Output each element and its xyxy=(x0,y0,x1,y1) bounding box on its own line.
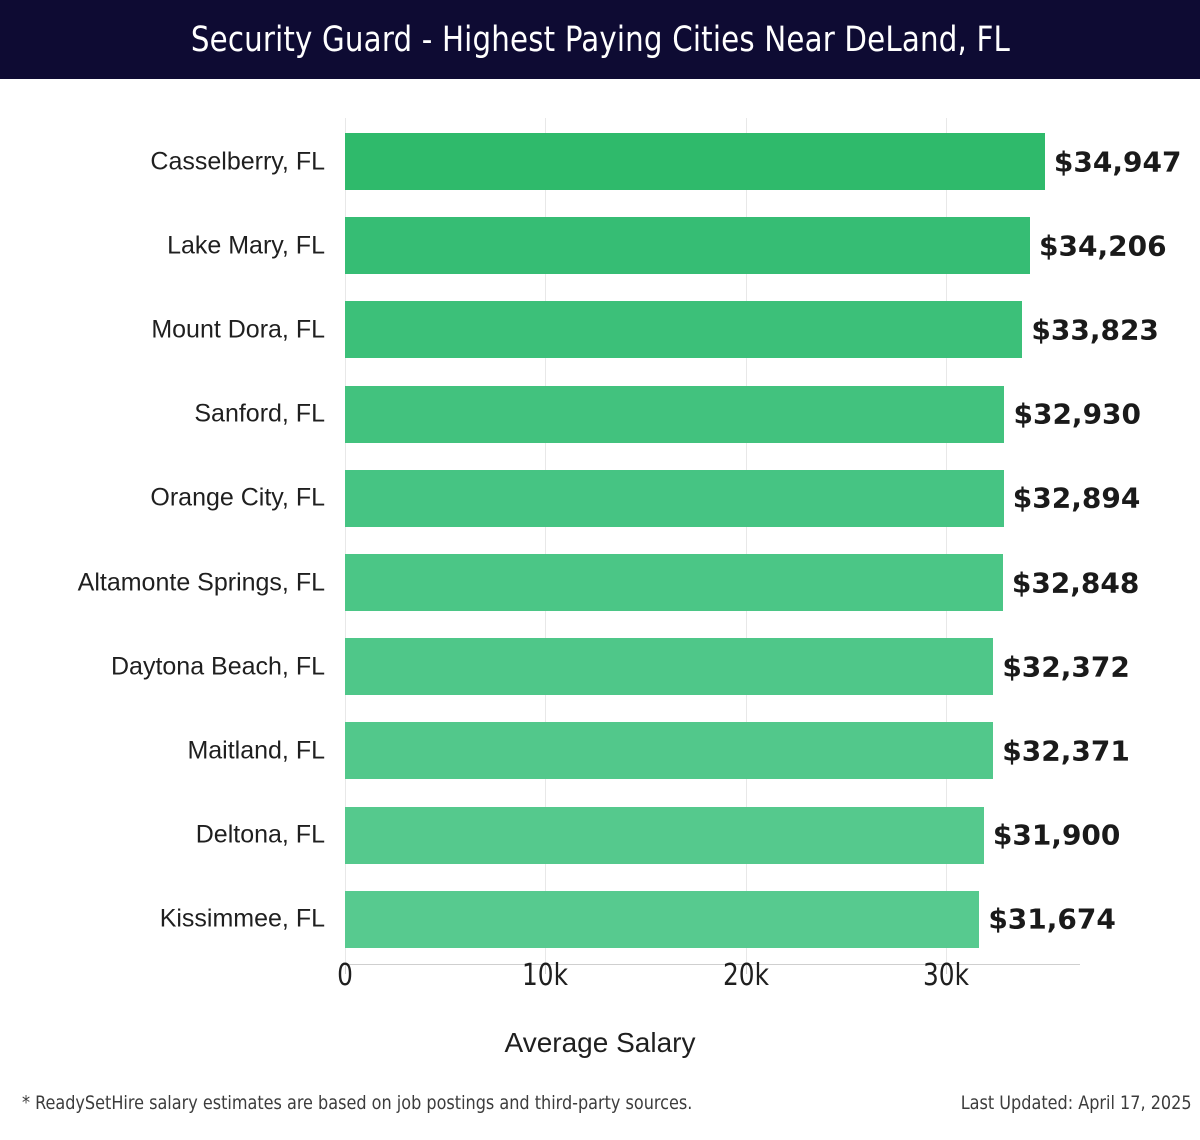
bar[interactable] xyxy=(345,385,1005,443)
x-tick-label: 30k xyxy=(922,958,969,993)
y-axis-category-label: Casselberry, FL xyxy=(150,147,325,175)
x-gridline xyxy=(745,118,747,965)
bar[interactable] xyxy=(345,469,1004,527)
bar[interactable] xyxy=(345,301,1023,359)
bar[interactable] xyxy=(345,806,984,864)
bar-value-label: $34,947 xyxy=(1053,145,1182,178)
x-tick-label: 10k xyxy=(522,958,569,993)
footer-last-updated: Last Updated: April 17, 2025 xyxy=(961,1092,1192,1114)
bar-row[interactable]: $34,947 xyxy=(345,133,1181,190)
x-tick-mark xyxy=(945,965,947,974)
bar-row[interactable]: $32,372 xyxy=(345,638,1130,696)
y-axis-category-label: Lake Mary, FL xyxy=(167,231,325,260)
plot-region: $34,947 $34,206 $33,823 $32,930 $32,894 $32,8… xyxy=(345,118,1181,974)
bar[interactable] xyxy=(345,217,1031,275)
bar[interactable] xyxy=(345,890,980,948)
x-tick-label: 0 xyxy=(337,958,353,993)
footer-note: * ReadySetHire salary estimates are base… xyxy=(22,1092,693,1114)
bar-row[interactable]: $32,848 xyxy=(345,554,1139,611)
y-axis-category-label: Kissimmee, FL xyxy=(159,904,325,933)
bar-row[interactable]: $31,900 xyxy=(345,806,1120,864)
y-axis-category-label: Sanford, FL xyxy=(194,399,325,428)
x-gridline xyxy=(345,118,346,965)
x-tick-mark xyxy=(345,965,346,974)
bar-value-label: $32,371 xyxy=(1002,734,1130,768)
chart-area: $34,947 $34,206 $33,823 $32,930 $32,894 $32,8… xyxy=(0,79,1200,1079)
y-axis-category-label: Daytona Beach, FL xyxy=(110,652,325,681)
y-axis-category-label: Mount Dora, FL xyxy=(151,315,325,344)
bar-row[interactable]: $32,894 xyxy=(345,469,1140,527)
bar-value-label: $32,848 xyxy=(1011,566,1140,599)
bar[interactable] xyxy=(345,554,1003,611)
bar-value-label: $31,900 xyxy=(992,818,1121,852)
x-tick-mark xyxy=(745,965,747,974)
bar[interactable] xyxy=(345,722,994,780)
bar-row[interactable]: $34,206 xyxy=(345,217,1167,275)
page-title: Security Guard - Highest Paying Cities N… xyxy=(190,19,1010,60)
chart-footer: * ReadySetHire salary estimates are base… xyxy=(0,1092,1200,1122)
bar-row[interactable]: $31,674 xyxy=(345,890,1116,948)
bar-row[interactable]: $32,371 xyxy=(345,722,1130,780)
y-axis-category-label: Maitland, FL xyxy=(187,736,325,765)
bar[interactable] xyxy=(345,638,994,696)
x-gridline xyxy=(945,118,947,965)
x-axis-line xyxy=(345,964,1080,965)
x-gridline xyxy=(545,118,547,965)
bar-value-label: $32,894 xyxy=(1012,481,1141,515)
chart-header: Security Guard - Highest Paying Cities N… xyxy=(0,0,1200,79)
y-axis-category-label: Orange City, FL xyxy=(150,483,325,512)
bar-value-label: $32,372 xyxy=(1002,650,1130,684)
y-axis-category-label: Deltona, FL xyxy=(195,820,325,849)
bar-value-label: $32,930 xyxy=(1013,397,1142,431)
x-tick-mark xyxy=(545,965,547,974)
bar-row[interactable]: $32,930 xyxy=(345,385,1141,443)
bar-value-label: $33,823 xyxy=(1031,313,1159,347)
x-tick-label: 20k xyxy=(722,958,769,993)
y-axis-category-label: Altamonte Springs, FL xyxy=(77,568,325,596)
x-axis-title: Average Salary xyxy=(504,1027,696,1058)
bar-value-label: $31,674 xyxy=(988,902,1116,936)
bar[interactable] xyxy=(345,133,1045,190)
bar-value-label: $34,206 xyxy=(1039,229,1167,263)
bar-row[interactable]: $33,823 xyxy=(345,301,1159,359)
